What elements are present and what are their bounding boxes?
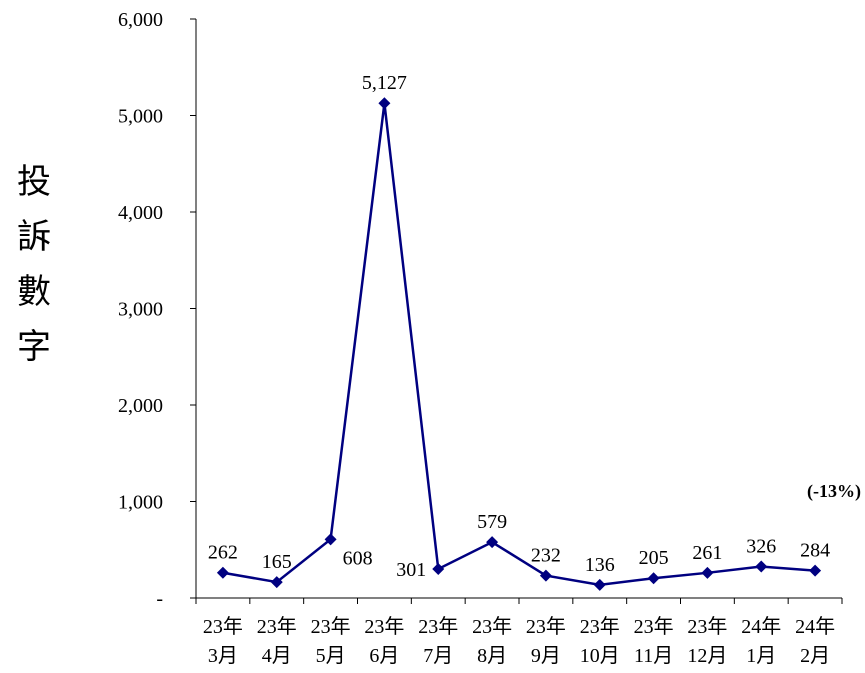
y-tick-label: 4,000 (118, 202, 163, 224)
data-label: 284 (800, 540, 830, 562)
x-tick-label-year: 23年 (257, 615, 297, 638)
data-point (539, 569, 552, 582)
data-point (270, 576, 283, 589)
x-tick-label-year: 24年 (795, 615, 835, 638)
x-tick-label-month: 10月 (580, 645, 620, 667)
x-axis-ticks: 23年 3月 23年 4月 23年 5月 23年 6月 23年 7月 23年 8月 23年 9月 23年 10… (195, 598, 843, 667)
data-label: 261 (692, 542, 722, 564)
x-tick-label-month: 5月 (316, 645, 346, 667)
y-tick-label: 6,000 (118, 9, 163, 31)
x-tick-label-month: 4月 (262, 645, 292, 667)
data-point (809, 564, 822, 577)
data-label: 165 (262, 551, 292, 573)
data-label: 301 (396, 559, 426, 581)
x-tick-label-month: 8月 (477, 645, 507, 667)
x-tick-label-year: 23年 (634, 615, 674, 638)
series-path (222, 103, 816, 587)
data-point (593, 578, 606, 591)
data-label: 136 (585, 554, 615, 576)
x-tick-label-month: 11月 (634, 645, 673, 667)
x-tick-label-year: 23年 (418, 615, 458, 638)
x-tick-label-month: 6月 (369, 645, 399, 667)
y-axis-label-char: 訴 (17, 217, 51, 257)
x-tick-label-year: 23年 (687, 615, 727, 638)
data-labels: 262 165 608 5,127 301 579 232 136 205 261 326 284 (208, 72, 830, 581)
x-tick-label-year: 23年 (311, 615, 351, 638)
x-tick-label-month: 12月 (687, 645, 727, 667)
change-annotation: (-13%) (807, 481, 861, 502)
data-point (701, 566, 714, 579)
data-point (378, 97, 391, 110)
x-tick-label-year: 23年 (526, 615, 566, 638)
x-tick-label-year: 23年 (203, 615, 243, 638)
y-axis-label-char: 字 (17, 327, 51, 367)
data-point (216, 566, 229, 579)
data-point (324, 533, 337, 546)
data-label: 232 (531, 545, 561, 567)
x-tick-label-month: 3月 (208, 645, 238, 667)
data-point (486, 536, 499, 549)
x-tick-label-month: 1月 (746, 645, 776, 667)
data-label: 608 (343, 547, 373, 569)
y-tick-label: 1,000 (118, 492, 163, 514)
data-point (755, 560, 768, 573)
y-tick-label: 2,000 (118, 395, 163, 417)
x-tick-label-month: 2月 (800, 645, 830, 667)
x-tick-label-year: 24年 (741, 615, 781, 638)
y-axis-label-char: 數 (17, 272, 51, 312)
data-label: 205 (639, 547, 669, 569)
y-tick-label: 3,000 (118, 299, 163, 321)
x-tick-label-month: 9月 (531, 645, 561, 667)
axes (195, 19, 842, 599)
y-tick-label: - (156, 588, 163, 610)
x-tick-label-year: 23年 (364, 615, 404, 638)
data-point (432, 562, 445, 575)
series-line (216, 97, 822, 591)
x-tick-label-year: 23年 (472, 615, 512, 638)
x-tick-label-year: 23年 (580, 615, 620, 638)
y-axis-ticks: - 1,000 2,000 3,000 4,000 5,000 6,000 (118, 9, 196, 610)
data-label: 262 (208, 542, 238, 564)
y-axis-label-char: 投 (17, 162, 51, 202)
data-label: 579 (477, 511, 507, 533)
x-tick-label-month: 7月 (423, 645, 453, 667)
data-point (647, 572, 660, 585)
y-tick-label: 5,000 (118, 106, 163, 128)
data-label: 326 (746, 536, 776, 558)
data-label: 5,127 (362, 72, 407, 94)
